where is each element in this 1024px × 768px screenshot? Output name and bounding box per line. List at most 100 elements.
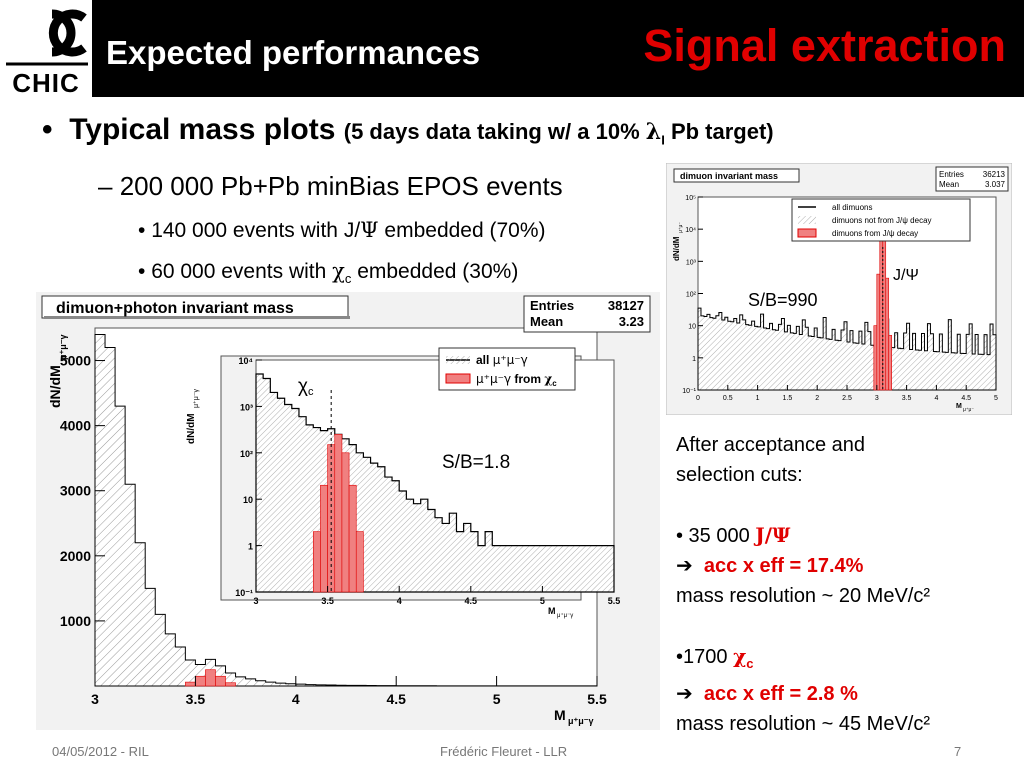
jpsi-peak-label: J/Ψ	[893, 267, 919, 284]
arrow-right-icon: ➔	[676, 683, 693, 705]
bullet1-sub-b: Pb target)	[664, 119, 774, 144]
chic-logo: CHIC	[0, 0, 92, 98]
jpsi-legend-fromjpsi: dimuons from J/ψ decay	[832, 229, 918, 238]
bullet-dot: •	[42, 113, 70, 146]
jpsi-x-tick-label: 3	[875, 395, 879, 402]
bullet2-text: 200 000 Pb+Pb minBias EPOS events	[119, 171, 563, 201]
main-signal-bar	[185, 681, 196, 687]
inset-peak-label: χc	[298, 376, 314, 398]
inset-peak-sub: c	[308, 386, 314, 398]
jpsi-x-tick-label: 5	[994, 395, 998, 402]
jpsi-axes: 0 0.5 1 1.5 2 2.5 3 3.5 4 4.5 5 10⁵ 10⁴ 10³ 10² 10 1 10⁻¹	[682, 195, 998, 402]
slide-header: CHIC Expected performances Signal extrac…	[0, 0, 1024, 98]
main-signal-bar	[205, 669, 216, 687]
inset-signal-bar	[320, 484, 328, 593]
inset-x-tick-label: 4	[397, 596, 402, 606]
dash-marker: –	[98, 171, 120, 201]
jpsi-x-tick-label: 3.5	[902, 395, 912, 402]
jpsi-y-label: dN/dM	[672, 236, 681, 261]
info-chic-count-line: •1700 χc	[676, 641, 930, 679]
jpsi-signal-bar	[888, 335, 893, 391]
main-x-tick-label: 5	[493, 691, 501, 707]
jpsi-legend-box	[791, 198, 971, 242]
inset-y-label: dN/dM	[186, 413, 197, 444]
legend-all-pre: all	[476, 353, 493, 367]
bullet3a-pre: 140 000 events with J/	[151, 219, 361, 242]
jpsi-stats-entries-label: Entries	[939, 170, 964, 179]
bullet3b-pre: 60 000 events with	[151, 260, 333, 283]
inset-y-tick-label: 10	[243, 495, 253, 505]
inset-sb-label: S/B=1.8	[442, 452, 510, 473]
jpsi-y-tick-label: 10⁴	[685, 227, 696, 234]
jpsi-x-tick-label: 1.5	[783, 395, 793, 402]
inset-y-tick-label: 10³	[240, 402, 253, 412]
inset-signal-bar	[312, 531, 321, 593]
inset-y-tick-label: 10⁴	[239, 356, 253, 366]
inset-y-label-sub: μ⁺μ⁻γ	[193, 389, 200, 408]
arrow-right-icon: ➔	[676, 555, 693, 577]
inset-y-tick-label: 1	[248, 542, 253, 552]
info-chic-acc-line: ➔ acc x eff = 2.8 %	[676, 679, 930, 709]
stats-mean-label: Mean	[530, 314, 563, 329]
main-y-tick-label: 5000	[60, 353, 91, 369]
main-signal-bar	[195, 675, 206, 687]
legend-red-swatch	[445, 373, 471, 384]
jpsi-x-tick-label: 0.5	[723, 395, 733, 402]
jpsi-legend-hatch	[798, 216, 816, 224]
info-jpsi-acc-line: ➔ acc x eff = 17.4%	[676, 551, 930, 581]
jpsi-x-label: M	[956, 403, 962, 410]
jpsi-y-tick-label: 10²	[686, 292, 697, 299]
psi-symbol: Ψ	[360, 218, 379, 242]
inset-legend: all μ⁺μ⁻γ μ⁺μ⁻γ from χc	[438, 347, 576, 391]
inset-signal-bar	[355, 531, 364, 593]
jpsi-signal-bar	[882, 228, 887, 391]
bullet-level3-chic: • 60 000 events with χc embedded (30%)	[138, 259, 518, 286]
jpsi-signal-bar	[876, 273, 881, 391]
jpsi-legend-all: all dimuons	[832, 203, 872, 212]
main-y-tick-label: 1000	[60, 613, 91, 629]
jpsi-sb-label: S/B=990	[748, 290, 818, 310]
jpsi-x-label-sub: μ⁺μ⁻	[963, 407, 974, 413]
main-x-axis-title: M μ⁺μ⁻γ	[554, 707, 594, 726]
info-jpsi-acc: acc x eff = 17.4%	[703, 555, 864, 577]
inset-y-axis-title: dN/dM μ⁺μ⁻γ	[186, 389, 200, 444]
chi-symbol: χ	[332, 259, 345, 283]
stats-entries-value: 38127	[608, 298, 644, 313]
inset-x-label-sub: μ⁺μ⁻γ	[557, 612, 573, 619]
stats-entries-label: Entries	[530, 298, 574, 313]
inset-x-axis-title: M μ⁺μ⁻γ	[548, 606, 573, 619]
jpsi-y-tick-label: 10	[688, 324, 696, 331]
main-x-tick-label: 5.5	[587, 691, 607, 707]
footer-page-number: 7	[954, 744, 962, 759]
legend-chic-post: from	[511, 372, 544, 386]
jpsi-stats-entries-value: 36213	[983, 170, 1006, 179]
main-x-label: M	[554, 707, 566, 723]
jpsi-x-tick-label: 2.5	[842, 395, 852, 402]
info-chic-acc: acc x eff = 2.8 %	[703, 683, 858, 705]
legend-chic-label: μ⁺μ⁻γ from χc	[476, 372, 557, 388]
main-x-tick-label: 4	[292, 691, 300, 707]
jpsi-y-label-sub: μ⁺μ⁻	[678, 222, 684, 233]
bullet1-sub: (5 days data taking w/ a 10% λI Pb targe…	[343, 119, 774, 147]
bullet-level3-jpsi: • 140 000 events with J/Ψ embedded (70%)	[138, 218, 546, 243]
main-x-tick-label: 3	[91, 691, 99, 707]
jpsi-x-tick-label: 4.5	[961, 395, 971, 402]
jpsi-signal-bar	[873, 325, 878, 391]
footer-date: 04/05/2012 - RIL	[52, 744, 149, 759]
lambda-symbol: λ	[645, 119, 662, 145]
info-chic-res: mass resolution ~ 45 MeV/c²	[676, 713, 930, 735]
jpsi-y-tick-label: 10³	[686, 259, 697, 266]
jpsi-signal-bar	[885, 277, 890, 391]
jpsi-stats-mean-value: 3.037	[985, 180, 1006, 189]
bullet3a-post: embedded (70%)	[378, 219, 546, 242]
main-x-tick-label: 3.5	[186, 691, 206, 707]
jpsi-y-tick-label: 10⁻¹	[682, 388, 696, 395]
info-jpsi-label: J/Ψ	[755, 523, 791, 547]
main-histogram-bars	[94, 334, 598, 687]
bullet1-sub-a: (5 days data taking w/ a 10%	[343, 119, 646, 144]
inset-signal-bar	[341, 452, 350, 593]
bullet-level2: – 200 000 Pb+Pb minBias EPOS events	[98, 171, 563, 202]
jpsi-background-histogram	[697, 307, 997, 391]
inset-y-tick-label: 10²	[240, 449, 253, 459]
info-chic-sub: c	[746, 656, 754, 671]
